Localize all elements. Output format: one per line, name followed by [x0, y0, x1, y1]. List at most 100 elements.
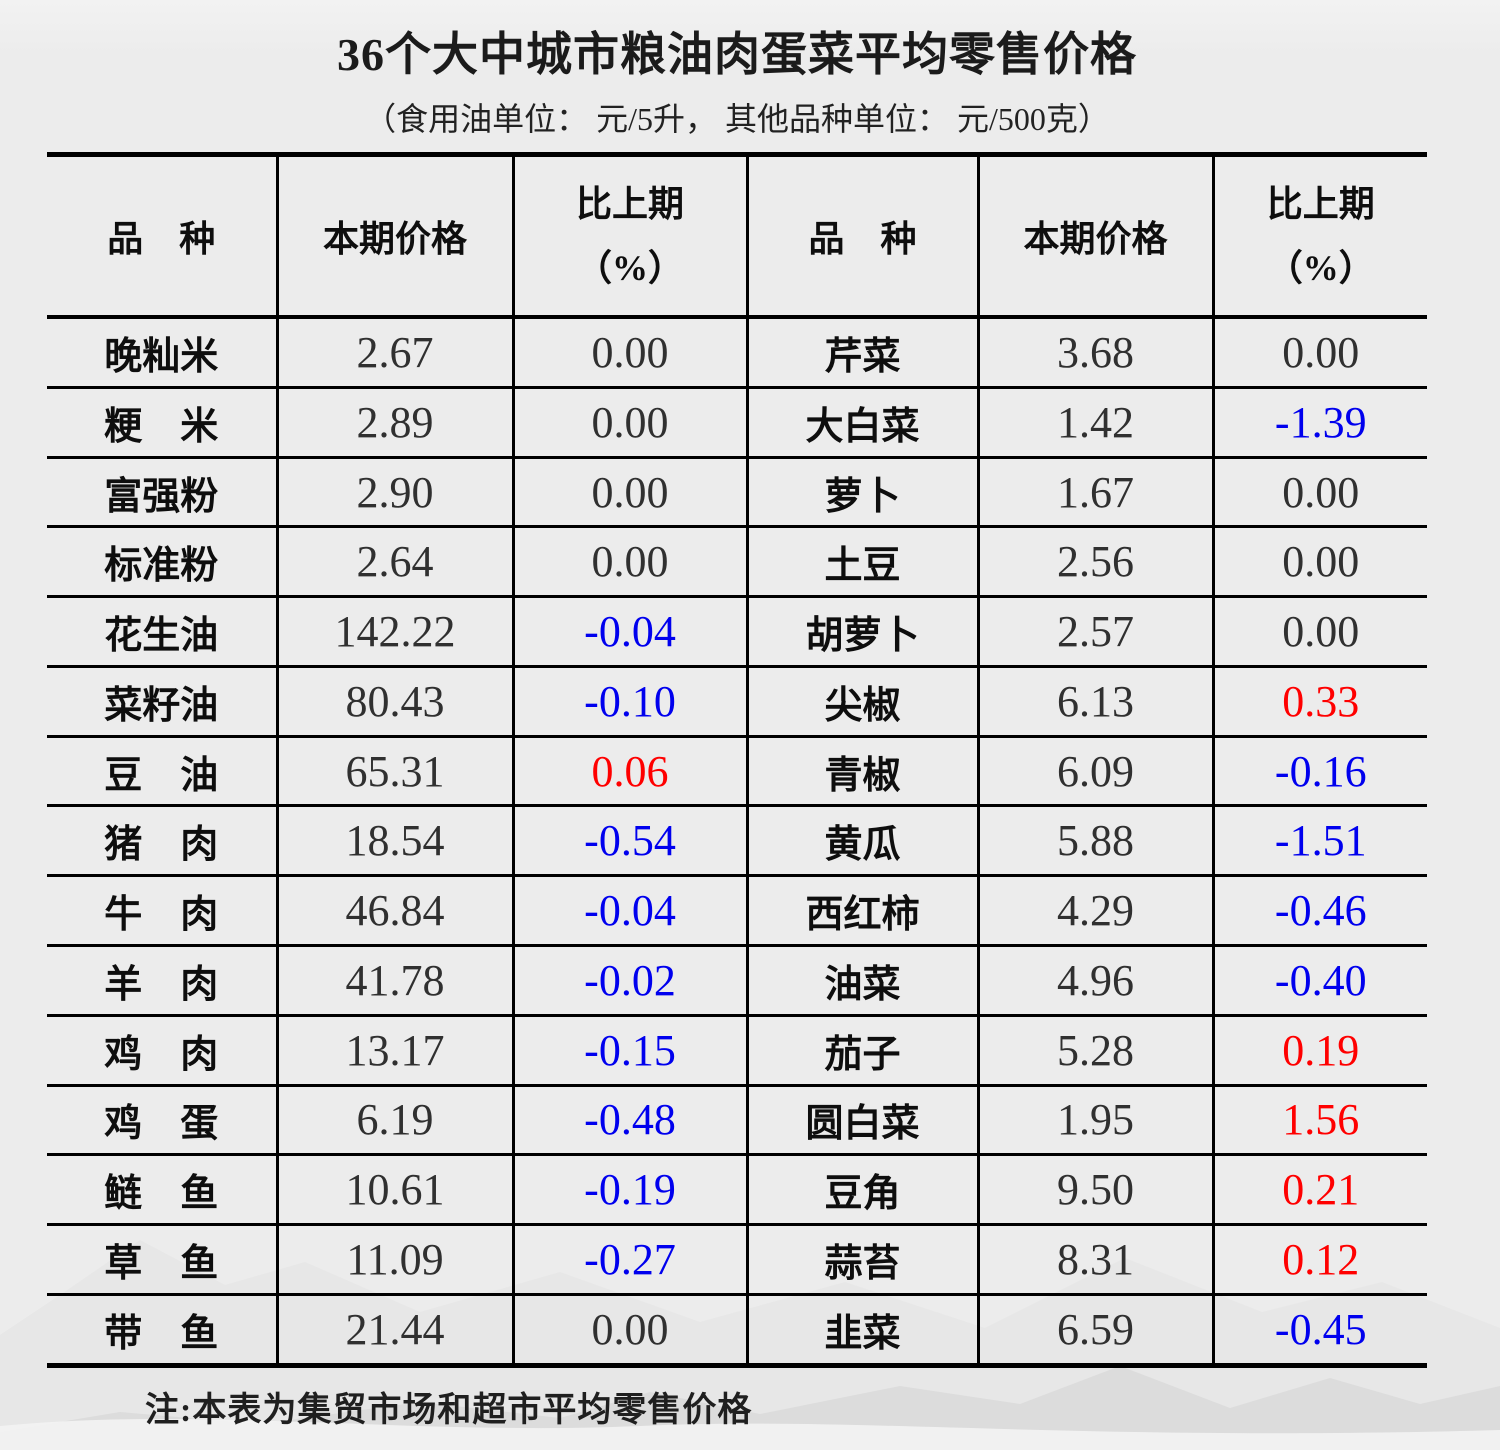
change-cell: -0.48	[511, 1083, 749, 1157]
item-name-cell: 鲢 鱼	[47, 1153, 279, 1227]
item-name-cell: 猪 肉	[47, 804, 279, 878]
change-cell: 0.00	[511, 385, 749, 459]
price-cell: 80.43	[275, 664, 515, 738]
item-name-cell: 尖椒	[745, 664, 980, 738]
header-item-right: 品 种	[745, 154, 980, 319]
header-item-left: 品 种	[47, 154, 279, 319]
table-row: 带 鱼 21.44 0.00 韭菜 6.59 -0.45	[47, 1292, 1427, 1368]
header-price-left: 本期价格	[275, 154, 515, 319]
price-cell: 2.56	[976, 525, 1215, 599]
change-cell: -0.02	[511, 944, 749, 1017]
header-row: 品 种 本期价格 比上期 （%） 品 种 本期价格 比上期 （%）	[47, 154, 1427, 319]
change-cell: 0.12	[1211, 1223, 1427, 1296]
item-name-cell: 羊 肉	[47, 944, 279, 1017]
price-cell: 3.68	[976, 315, 1215, 389]
item-name-cell: 胡萝卜	[745, 595, 980, 668]
price-cell: 5.88	[976, 804, 1215, 878]
item-name-cell: 花生油	[47, 595, 279, 668]
price-cell: 8.31	[976, 1223, 1215, 1296]
price-cell: 9.50	[976, 1153, 1215, 1227]
price-cell: 2.57	[976, 595, 1215, 668]
change-cell: -0.19	[511, 1153, 749, 1227]
table-header: 品 种 本期价格 比上期 （%） 品 种 本期价格 比上期 （%）	[47, 154, 1427, 319]
item-name-cell: 富强粉	[47, 455, 279, 529]
change-cell: -0.27	[511, 1223, 749, 1296]
price-cell: 6.59	[976, 1292, 1215, 1368]
item-name-cell: 黄瓜	[745, 804, 980, 878]
table-note: 注:本表为集贸市场和超市平均零售价格	[145, 1392, 753, 1429]
change-cell: -0.04	[511, 595, 749, 668]
price-cell: 1.42	[976, 385, 1215, 459]
table-row: 菜籽油 80.43 -0.10 尖椒 6.13 0.33	[47, 664, 1427, 738]
item-name-cell: 西红柿	[745, 874, 980, 947]
price-cell: 6.09	[976, 734, 1215, 808]
change-cell: 0.00	[1211, 595, 1427, 668]
price-cell: 1.67	[976, 455, 1215, 529]
change-cell: 0.06	[511, 734, 749, 808]
item-name-cell: 牛 肉	[47, 874, 279, 947]
price-cell: 1.95	[976, 1083, 1215, 1157]
price-cell: 142.22	[275, 595, 515, 668]
header-change-left: 比上期 （%）	[511, 154, 749, 319]
change-cell: -0.45	[1211, 1292, 1427, 1368]
change-cell: 0.00	[511, 525, 749, 599]
item-name-cell: 鸡 蛋	[47, 1083, 279, 1157]
price-cell: 5.28	[976, 1013, 1215, 1087]
item-name-cell: 鸡 肉	[47, 1013, 279, 1087]
change-cell: -0.16	[1211, 734, 1427, 808]
table-row: 花生油 142.22 -0.04 胡萝卜 2.57 0.00	[47, 595, 1427, 668]
price-cell: 4.96	[976, 944, 1215, 1017]
item-name-cell: 菜籽油	[47, 664, 279, 738]
price-cell: 41.78	[275, 944, 515, 1017]
header-change-right: 比上期 （%）	[1211, 154, 1427, 319]
price-cell: 11.09	[275, 1223, 515, 1296]
change-cell: -1.51	[1211, 804, 1427, 878]
table-row: 粳 米 2.89 0.00 大白菜 1.42 -1.39	[47, 385, 1427, 459]
item-name-cell: 油菜	[745, 944, 980, 1017]
table-row: 豆 油 65.31 0.06 青椒 6.09 -0.16	[47, 734, 1427, 808]
price-cell: 6.13	[976, 664, 1215, 738]
item-name-cell: 韭菜	[745, 1292, 980, 1368]
change-cell: 0.21	[1211, 1153, 1427, 1227]
price-cell: 46.84	[275, 874, 515, 947]
item-name-cell: 土豆	[745, 525, 980, 599]
price-cell: 65.31	[275, 734, 515, 808]
change-cell: -0.10	[511, 664, 749, 738]
table-row: 羊 肉 41.78 -0.02 油菜 4.96 -0.40	[47, 944, 1427, 1017]
change-cell: 0.00	[1211, 315, 1427, 389]
change-cell: -0.15	[511, 1013, 749, 1087]
table-row: 鲢 鱼 10.61 -0.19 豆角 9.50 0.21	[47, 1153, 1427, 1227]
table-body: 晚籼米 2.67 0.00 芹菜 3.68 0.00 粳 米 2.89 0.00 大白菜 1.42-…	[47, 315, 1427, 1368]
price-cell: 18.54	[275, 804, 515, 878]
change-cell: -0.54	[511, 804, 749, 878]
item-name-cell: 芹菜	[745, 315, 980, 389]
change-cell: 0.00	[511, 315, 749, 389]
table-row: 鸡 肉 13.17 -0.15 茄子 5.28 0.19	[47, 1013, 1427, 1087]
item-name-cell: 草 鱼	[47, 1223, 279, 1296]
change-cell: 0.33	[1211, 664, 1427, 738]
item-name-cell: 萝卜	[745, 455, 980, 529]
item-name-cell: 青椒	[745, 734, 980, 808]
change-cell: 0.00	[511, 455, 749, 529]
page-title: 36个大中城市粮油肉蛋菜平均零售价格	[337, 29, 1137, 80]
change-cell: -0.40	[1211, 944, 1427, 1017]
price-cell: 2.89	[275, 385, 515, 459]
item-name-cell: 晚籼米	[47, 315, 279, 389]
item-name-cell: 标准粉	[47, 525, 279, 599]
change-cell: -0.04	[511, 874, 749, 947]
price-cell: 4.29	[976, 874, 1215, 947]
table-row: 猪 肉 18.54 -0.54 黄瓜 5.88 -1.51	[47, 804, 1427, 878]
item-name-cell: 粳 米	[47, 385, 279, 459]
change-cell: 0.00	[511, 1292, 749, 1368]
change-cell: 1.56	[1211, 1083, 1427, 1157]
table-row: 晚籼米 2.67 0.00 芹菜 3.68 0.00	[47, 315, 1427, 389]
header-change-line2: （%）	[575, 248, 684, 288]
price-cell: 13.17	[275, 1013, 515, 1087]
price-cell: 2.67	[275, 315, 515, 389]
table-row: 鸡 蛋 6.19 -0.48 圆白菜 1.95 1.56	[47, 1083, 1427, 1157]
price-table: 品 种 本期价格 比上期 （%） 品 种 本期价格 比上期 （%）	[47, 152, 1427, 1368]
price-cell: 10.61	[275, 1153, 515, 1227]
item-name-cell: 豆角	[745, 1153, 980, 1227]
item-name-cell: 大白菜	[745, 385, 980, 459]
